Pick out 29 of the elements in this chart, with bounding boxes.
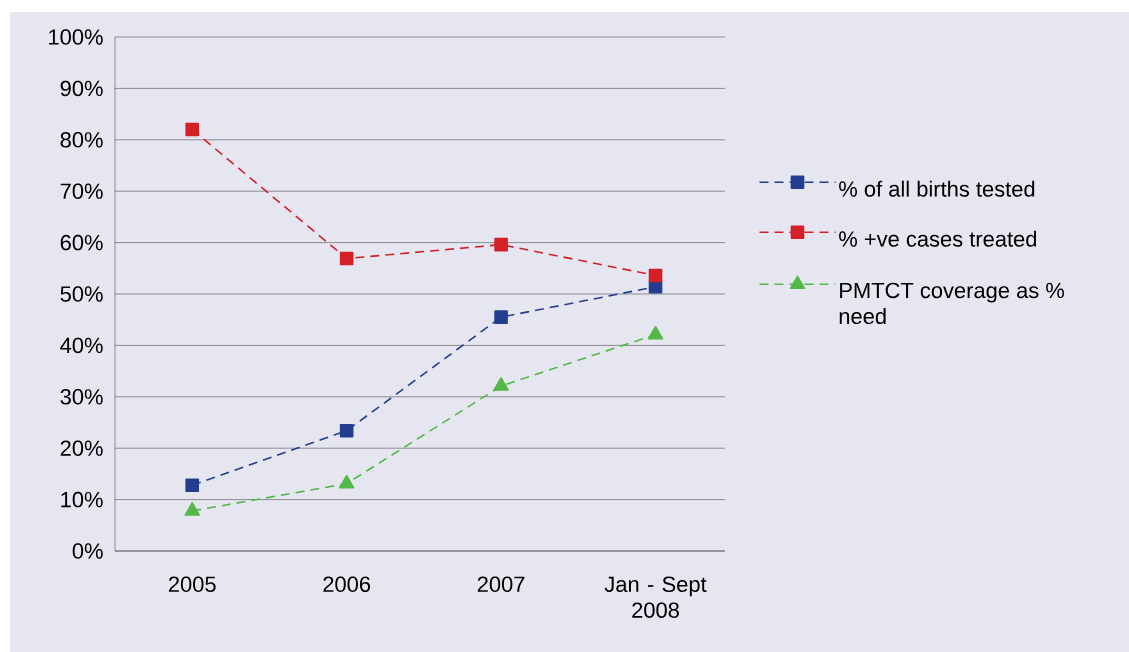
- x-tick-label: 2005: [168, 576, 216, 593]
- y-tick-label: 100%: [49, 29, 103, 45]
- point: [648, 268, 663, 283]
- point: [185, 122, 200, 137]
- y-tick-label: 50%: [60, 286, 103, 302]
- y-tick-label: 10%: [61, 491, 103, 508]
- y-tick-label: 30%: [60, 389, 103, 405]
- point: [338, 474, 355, 489]
- y-tick-label: 80%: [60, 132, 103, 148]
- y-tick-label: 0%: [72, 543, 103, 559]
- point: [339, 251, 354, 266]
- y-tick-label: 20%: [60, 440, 103, 456]
- legend-label: % of all births tested: [839, 180, 1035, 197]
- point: [185, 478, 200, 493]
- legend-label: % +ve cases treated: [839, 230, 1037, 247]
- x-tick-label: Jan - Sept 2008: [604, 576, 707, 618]
- point: [184, 502, 200, 516]
- x-tick-label: 2006: [323, 576, 371, 593]
- point: [647, 325, 664, 340]
- y-tick-label: 70%: [60, 183, 103, 199]
- point: [494, 310, 508, 324]
- x-tick-label: 2007: [477, 576, 525, 593]
- legend-label: PMTCT coverage as % need: [839, 282, 1065, 325]
- y-tick-label: 90%: [60, 80, 103, 97]
- point: [493, 377, 509, 391]
- point: [339, 423, 354, 438]
- y-tick-label: 40%: [60, 337, 103, 354]
- point: [494, 237, 508, 252]
- y-tick-label: 60%: [60, 234, 103, 251]
